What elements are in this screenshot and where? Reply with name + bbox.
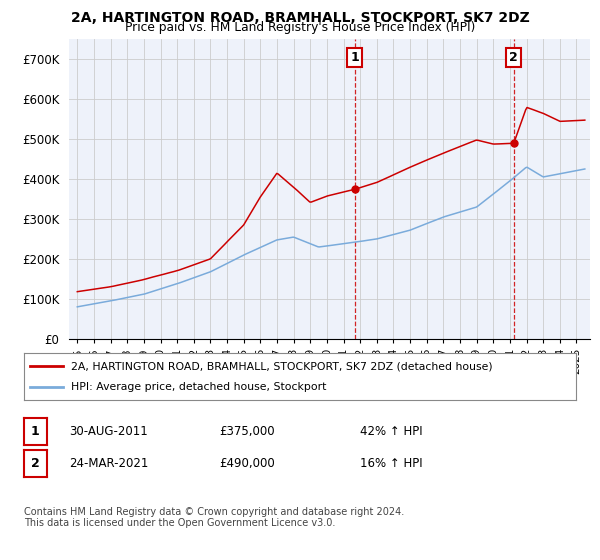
Text: Price paid vs. HM Land Registry's House Price Index (HPI): Price paid vs. HM Land Registry's House … — [125, 21, 475, 34]
Text: Contains HM Land Registry data © Crown copyright and database right 2024.
This d: Contains HM Land Registry data © Crown c… — [24, 507, 404, 529]
Text: £490,000: £490,000 — [219, 457, 275, 470]
Text: 2A, HARTINGTON ROAD, BRAMHALL, STOCKPORT, SK7 2DZ (detached house): 2A, HARTINGTON ROAD, BRAMHALL, STOCKPORT… — [71, 361, 493, 371]
Text: HPI: Average price, detached house, Stockport: HPI: Average price, detached house, Stoc… — [71, 382, 326, 392]
Text: 42% ↑ HPI: 42% ↑ HPI — [360, 425, 422, 438]
Text: 2A, HARTINGTON ROAD, BRAMHALL, STOCKPORT, SK7 2DZ: 2A, HARTINGTON ROAD, BRAMHALL, STOCKPORT… — [71, 11, 529, 25]
Text: 24-MAR-2021: 24-MAR-2021 — [69, 457, 148, 470]
Text: 16% ↑ HPI: 16% ↑ HPI — [360, 457, 422, 470]
Text: 2: 2 — [509, 50, 518, 64]
Text: 2: 2 — [31, 457, 40, 470]
Text: £375,000: £375,000 — [219, 425, 275, 438]
Text: 1: 1 — [350, 50, 359, 64]
Text: 1: 1 — [31, 425, 40, 438]
Text: 30-AUG-2011: 30-AUG-2011 — [69, 425, 148, 438]
